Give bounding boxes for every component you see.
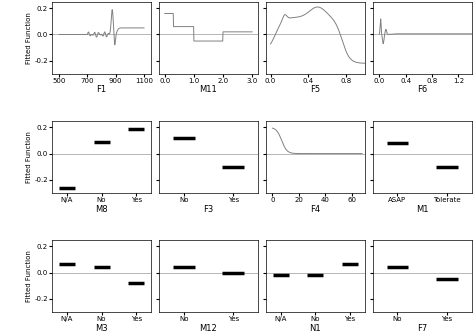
X-axis label: M1: M1 xyxy=(416,205,428,213)
X-axis label: F1: F1 xyxy=(97,85,107,94)
X-axis label: N1: N1 xyxy=(310,324,321,332)
Y-axis label: Fitted Function: Fitted Function xyxy=(26,12,32,64)
Y-axis label: Fitted Function: Fitted Function xyxy=(26,250,32,302)
X-axis label: M8: M8 xyxy=(95,205,108,213)
X-axis label: M11: M11 xyxy=(200,85,218,94)
X-axis label: M12: M12 xyxy=(200,324,218,332)
X-axis label: F7: F7 xyxy=(417,324,427,332)
Y-axis label: Fitted Function: Fitted Function xyxy=(26,131,32,183)
X-axis label: F4: F4 xyxy=(310,205,320,213)
X-axis label: M3: M3 xyxy=(95,324,108,332)
X-axis label: F6: F6 xyxy=(417,85,427,94)
X-axis label: F5: F5 xyxy=(310,85,320,94)
X-axis label: F3: F3 xyxy=(203,205,214,213)
